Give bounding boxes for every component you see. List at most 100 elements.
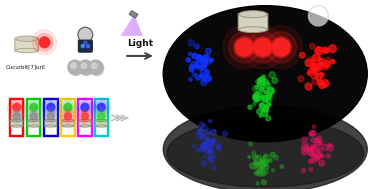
FancyBboxPatch shape [45,120,57,127]
Circle shape [324,47,328,51]
Circle shape [326,154,330,158]
Circle shape [206,48,211,54]
Circle shape [78,60,92,74]
Circle shape [316,136,322,141]
Circle shape [256,163,262,168]
Circle shape [253,95,258,101]
Circle shape [254,172,256,175]
Circle shape [76,98,94,117]
Circle shape [204,70,209,75]
Circle shape [325,57,332,64]
Circle shape [202,59,207,64]
Circle shape [189,78,192,81]
Circle shape [255,162,259,166]
Circle shape [252,154,257,159]
Circle shape [13,104,20,111]
Circle shape [30,104,37,111]
Circle shape [201,56,207,63]
Circle shape [309,133,311,136]
Circle shape [255,162,260,167]
Circle shape [274,155,279,160]
Ellipse shape [29,119,39,122]
Polygon shape [10,99,23,136]
Circle shape [200,70,203,73]
Circle shape [32,30,56,55]
Ellipse shape [16,36,38,41]
Circle shape [236,39,253,56]
Circle shape [311,131,316,136]
Circle shape [261,95,264,98]
Ellipse shape [63,119,73,122]
Circle shape [44,101,58,114]
Circle shape [208,156,212,161]
Circle shape [202,143,208,149]
Circle shape [260,26,302,69]
Circle shape [309,71,314,76]
Circle shape [264,91,267,94]
Circle shape [24,98,43,117]
Ellipse shape [239,11,267,18]
Circle shape [206,59,211,64]
Circle shape [262,162,265,165]
Polygon shape [78,99,92,136]
Circle shape [82,113,88,120]
Circle shape [256,182,259,185]
Circle shape [97,103,106,112]
Circle shape [253,94,258,99]
Circle shape [223,26,266,69]
Circle shape [210,139,215,144]
Circle shape [192,53,197,59]
Circle shape [257,155,262,160]
Circle shape [91,63,97,69]
Circle shape [298,76,304,82]
Circle shape [257,82,264,89]
Circle shape [270,152,275,157]
Circle shape [262,160,266,165]
Ellipse shape [239,27,267,33]
Ellipse shape [163,106,367,189]
Circle shape [312,158,316,163]
Circle shape [202,161,207,166]
Circle shape [205,139,209,143]
Circle shape [249,142,253,146]
Circle shape [86,45,89,48]
Circle shape [39,36,50,48]
Circle shape [305,148,309,152]
Circle shape [308,6,328,26]
Circle shape [260,161,265,166]
Circle shape [198,57,203,62]
Circle shape [47,113,54,120]
Circle shape [201,59,203,62]
Circle shape [27,101,40,114]
Circle shape [305,59,312,67]
Circle shape [266,116,270,121]
Circle shape [299,53,305,58]
Circle shape [315,74,318,77]
Circle shape [234,37,255,58]
Ellipse shape [46,125,56,127]
Circle shape [247,32,278,63]
Circle shape [316,63,322,69]
FancyBboxPatch shape [78,40,92,52]
Circle shape [93,108,110,125]
Circle shape [62,110,74,122]
Circle shape [95,101,108,114]
Circle shape [250,163,255,169]
Circle shape [197,55,203,62]
Circle shape [259,169,262,172]
Circle shape [192,73,196,76]
Circle shape [210,130,216,136]
Circle shape [256,171,259,175]
Circle shape [191,62,197,67]
Circle shape [252,37,273,58]
Circle shape [217,146,220,149]
Circle shape [201,74,207,81]
Circle shape [196,61,202,68]
Circle shape [200,74,203,78]
Circle shape [322,47,328,53]
Circle shape [196,65,200,69]
Ellipse shape [12,119,22,122]
Circle shape [263,154,269,160]
Circle shape [312,151,318,156]
Circle shape [202,147,206,151]
